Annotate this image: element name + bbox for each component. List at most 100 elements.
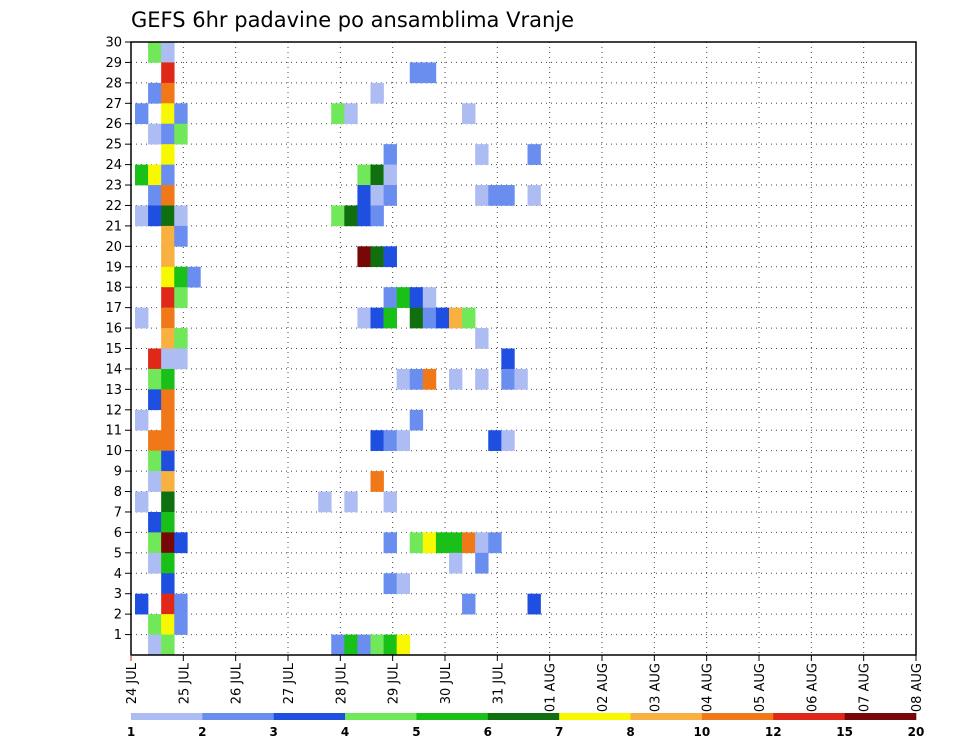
y-tick-label: 5 [114,546,122,561]
heatmap-cell [462,307,476,329]
heatmap-cell [357,307,371,329]
y-tick-label: 3 [114,587,122,602]
heatmap-cell [383,287,397,308]
heatmap-cell [161,307,175,329]
heatmap-cell [161,491,175,513]
heatmap-cell [344,634,358,656]
heatmap-cell [174,123,188,145]
y-tick-label: 8 [114,485,122,500]
heatmap-cell [527,144,541,165]
heatmap-cell [161,266,175,288]
heatmap-cell [174,593,188,615]
heatmap-cell [318,491,332,513]
chart-title: GEFS 6hr padavine po ansamblima Vranje [131,8,574,32]
heatmap-cell [148,185,162,206]
y-tick-label: 10 [105,444,122,459]
heatmap-cell [187,266,201,288]
heatmap-cell [475,328,489,349]
heatmap-cell [357,205,371,227]
x-tick-label: 28 JUL [334,662,349,704]
heatmap-cell [370,634,384,656]
y-tick-label: 6 [114,526,122,541]
heatmap-cell [435,307,450,329]
legend-label: 10 [694,725,711,739]
heatmap-cell [148,348,162,370]
x-tick-label: 26 JUL [230,662,245,704]
heatmap-cell [148,430,162,451]
heatmap-cell [475,368,489,390]
heatmap-cell [148,82,162,104]
y-tick-label: 26 [105,117,122,132]
heatmap-cell [161,430,175,451]
heatmap-cell [148,42,162,63]
heatmap-cell [370,430,384,451]
x-tick-label: 08 AUG [910,663,925,712]
legend-label: 15 [836,725,853,739]
y-tick-label: 28 [105,76,122,91]
heatmap-cell [514,368,528,390]
heatmap-cell [488,430,502,451]
heatmap-cell [357,246,371,268]
heatmap-cell [148,552,162,574]
x-tick-label: 25 JUL [177,662,192,704]
heatmap-cell [148,123,162,145]
heatmap-cell [161,144,175,165]
heatmap-cell [357,634,371,656]
heatmap-cell [370,185,384,206]
x-tick-label: 02 AUG [596,663,611,712]
heatmap-cell [331,634,345,656]
heatmap-cell [161,62,175,84]
heatmap-cell [383,144,397,165]
x-axis: 24 JUL 25 JUL 26 JUL 27 JUL 28 JUL 29 JUL 30 J… [125,655,925,712]
heatmap-cell [462,593,476,615]
heatmap-cell [396,287,411,308]
x-tick-label: 31 JUL [491,662,506,704]
heatmap-cell [449,307,463,329]
legend-label: 20 [908,725,925,739]
heatmap-cell [161,348,175,370]
y-tick-label: 27 [105,97,122,112]
heatmap-cell [501,185,515,206]
heatmap-cell [370,82,384,104]
heatmap-cell [135,205,149,227]
heatmap-cell [383,307,397,329]
heatmap-cell [344,491,358,513]
heatmap-cell [135,307,149,329]
heatmap-cell [449,532,463,554]
legend-swatch [559,713,631,720]
heatmap-cell [475,532,489,554]
heatmap-cell [396,634,411,656]
heatmap-cell [383,491,397,513]
heatmap-cell [148,450,162,472]
heatmap-cell [161,328,175,349]
heatmap-cell [161,409,175,431]
x-tick-label: 29 JUL [387,662,402,704]
heatmap-cell [174,348,188,370]
legend-swatch [630,713,703,720]
heatmap-cell [161,471,175,492]
heatmap-cell [174,532,188,554]
y-tick-label: 12 [105,403,122,418]
y-tick-label: 13 [105,383,122,398]
heatmap-cell [370,307,384,329]
heatmap-cell [161,205,175,227]
heatmap-cell [501,348,515,370]
x-tick-label: 27 JUL [282,662,297,704]
y-axis: 1234567891011121314151617181920212223242… [105,36,131,643]
y-tick-label: 9 [114,465,122,480]
heatmap-cell [161,634,175,656]
heatmap-cell [488,185,502,206]
heatmap-cell [344,205,358,227]
heatmap-cell [409,532,424,554]
x-tick-label: 07 AUG [858,663,873,712]
y-tick-label: 22 [105,199,122,214]
heatmap-cell [331,103,345,125]
y-tick-label: 24 [105,158,122,173]
y-tick-label: 29 [105,56,122,71]
x-tick-label: 04 AUG [701,663,716,712]
x-tick-label: 24 JUL [125,662,140,704]
heatmap-cell [161,185,175,206]
heatmap-cell [501,430,515,451]
heatmap-cell [435,532,450,554]
heatmap-cell [475,185,489,206]
